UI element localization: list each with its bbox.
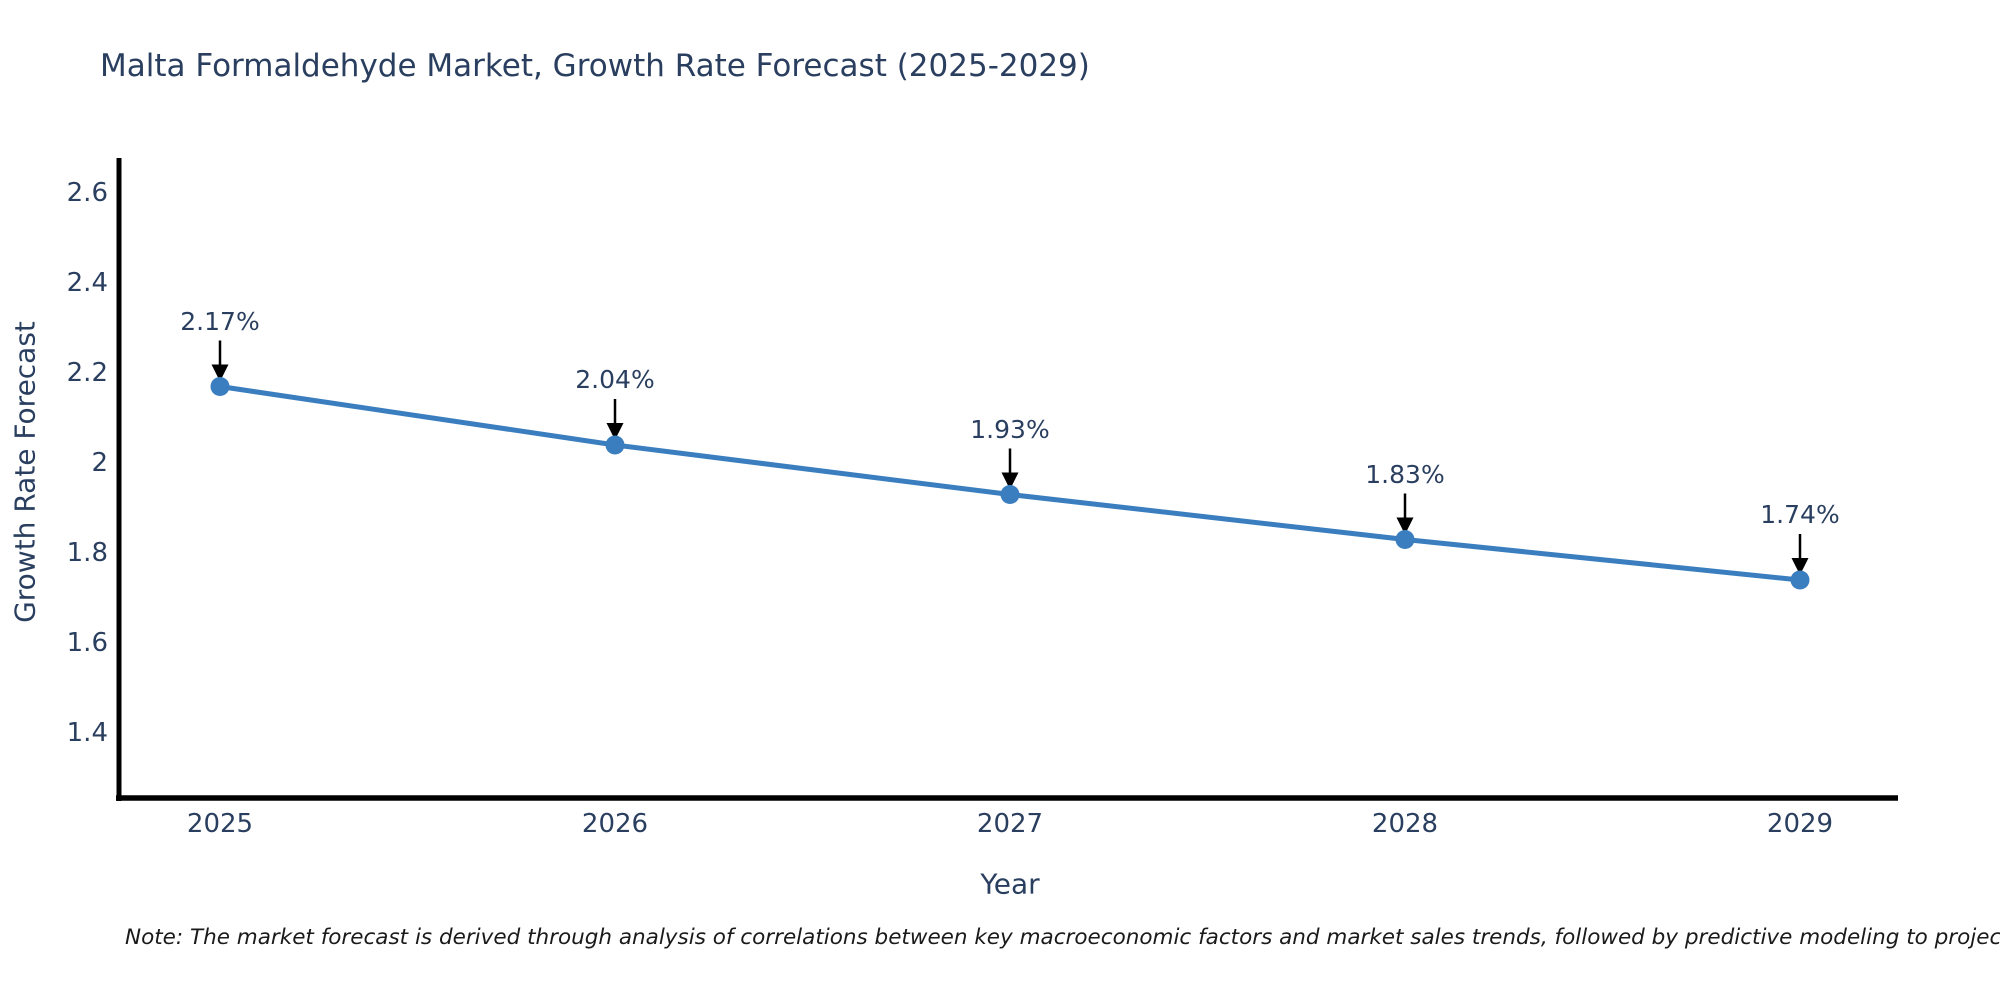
annotation-arrow-head xyxy=(1001,472,1019,490)
data-point-label-2025: 2.17% xyxy=(180,306,260,336)
y-tick-label-1.4: 1.4 xyxy=(66,718,108,748)
data-point-2027 xyxy=(1000,485,1020,504)
x-tick-label-2029: 2029 xyxy=(1766,809,1834,839)
y-tick-label-2: 2 xyxy=(91,448,108,478)
data-point-2025 xyxy=(210,377,230,396)
x-axis-title: Year xyxy=(980,867,1040,901)
data-point-label-2028: 1.83% xyxy=(1365,459,1445,489)
y-tick-label-1.6: 1.6 xyxy=(66,628,108,658)
data-point-2029 xyxy=(1790,570,1810,590)
data-point-2026 xyxy=(605,435,625,455)
data-point-label-2029: 1.74% xyxy=(1760,500,1840,529)
y-tick-label-2.2: 2.2 xyxy=(66,358,108,388)
y-tick-label-2.4: 2.4 xyxy=(66,268,108,298)
data-point-label-2026: 2.04% xyxy=(575,365,655,394)
y-tick-label-1.8: 1.8 xyxy=(66,538,108,568)
data-point-label-2027: 1.93% xyxy=(970,414,1050,444)
annotation-arrow-head xyxy=(1396,517,1414,535)
x-tick-label-2027: 2027 xyxy=(976,809,1044,839)
x-tick-label-2025: 2025 xyxy=(186,809,254,839)
x-tick-label-2026: 2026 xyxy=(581,809,649,839)
annotation-arrow-head xyxy=(606,423,624,440)
chart-title: Malta Formaldehyde Market, Growth Rate F… xyxy=(100,48,1090,84)
annotation-arrow-head xyxy=(211,364,229,382)
footnote: Note: The market forecast is derived thr… xyxy=(125,925,2000,950)
y-tick-label-2.6: 2.6 xyxy=(66,178,108,208)
x-tick-label-2028: 2028 xyxy=(1371,809,1439,839)
data-point-2028 xyxy=(1395,530,1415,549)
annotation-arrow-head xyxy=(1791,558,1809,575)
